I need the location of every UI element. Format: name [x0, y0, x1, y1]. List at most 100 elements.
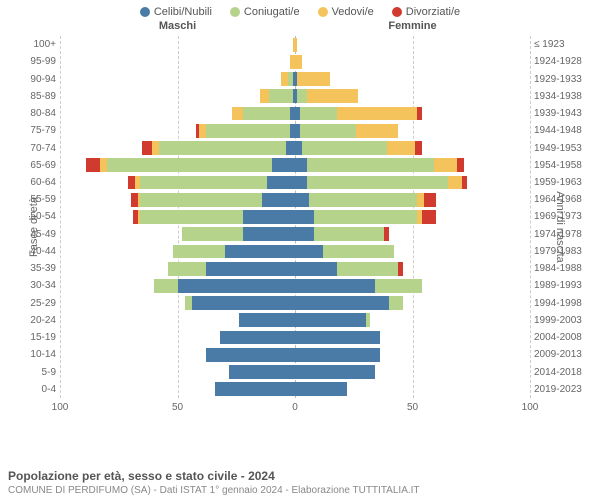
- female-half: [295, 53, 530, 70]
- bar-segment: [281, 72, 288, 86]
- bar-segment: [295, 262, 337, 276]
- bar-segment: [295, 193, 309, 207]
- male-stack: [60, 55, 295, 69]
- legend-item: Vedovi/e: [318, 6, 374, 18]
- bar-segment: [309, 193, 417, 207]
- male-stack: [60, 158, 295, 172]
- male-stack: [60, 313, 295, 327]
- birth-year-label: 1989-1993: [534, 280, 590, 291]
- bar-segment: [192, 296, 295, 310]
- bar-segment: [142, 141, 151, 155]
- male-half: [60, 157, 295, 174]
- bar-segment: [434, 158, 458, 172]
- bar-segment: [448, 176, 462, 190]
- male-half: [60, 277, 295, 294]
- bar-segment: [295, 331, 380, 345]
- birth-year-label: ≤ 1923: [534, 39, 590, 50]
- bar-segment: [206, 348, 295, 362]
- bar-segment: [457, 158, 464, 172]
- age-label: 10-14: [12, 349, 56, 360]
- age-label: 40-44: [12, 246, 56, 257]
- birth-year-label: 1969-1973: [534, 211, 590, 222]
- grid-line: [530, 36, 531, 398]
- bar-segment: [206, 262, 295, 276]
- age-row: 15-192004-2008: [60, 329, 530, 346]
- pyramid-rows: 100+≤ 192395-991924-192890-941929-193385…: [60, 36, 530, 398]
- birth-year-label: 2009-2013: [534, 349, 590, 360]
- male-stack: [60, 382, 295, 396]
- female-stack: [295, 296, 530, 310]
- age-label: 70-74: [12, 143, 56, 154]
- male-stack: [60, 245, 295, 259]
- age-label: 95-99: [12, 56, 56, 67]
- male-stack: [60, 365, 295, 379]
- bar-segment: [417, 193, 424, 207]
- legend-label: Divorziati/e: [406, 6, 460, 18]
- bar-segment: [295, 279, 375, 293]
- bar-segment: [307, 158, 434, 172]
- bar-segment: [140, 193, 262, 207]
- male-half: [60, 312, 295, 329]
- bar-segment: [215, 382, 295, 396]
- bar-segment: [243, 227, 295, 241]
- bar-segment: [415, 141, 422, 155]
- age-label: 90-94: [12, 74, 56, 85]
- x-tick-label: 0: [292, 402, 298, 413]
- male-half: [60, 70, 295, 87]
- female-stack: [295, 193, 530, 207]
- bar-segment: [295, 348, 380, 362]
- age-row: 80-841939-1943: [60, 105, 530, 122]
- bar-segment: [267, 176, 295, 190]
- bar-segment: [232, 107, 244, 121]
- female-stack: [295, 141, 530, 155]
- bar-segment: [199, 124, 206, 138]
- legend-swatch: [230, 7, 240, 17]
- bar-segment: [297, 72, 330, 86]
- age-row: 30-341989-1993: [60, 277, 530, 294]
- bar-segment: [86, 158, 100, 172]
- bar-segment: [128, 176, 135, 190]
- bar-segment: [262, 193, 295, 207]
- male-half: [60, 53, 295, 70]
- legend-label: Vedovi/e: [332, 6, 374, 18]
- female-half: [295, 363, 530, 380]
- female-half: [295, 70, 530, 87]
- female-half: [295, 36, 530, 53]
- male-stack: [60, 296, 295, 310]
- x-tick-label: 50: [407, 402, 418, 413]
- birth-year-label: 1999-2003: [534, 315, 590, 326]
- male-header: Maschi: [60, 20, 295, 32]
- birth-year-label: 2004-2008: [534, 332, 590, 343]
- female-stack: [295, 210, 530, 224]
- bar-segment: [384, 227, 389, 241]
- birth-year-label: 1929-1933: [534, 74, 590, 85]
- female-half: [295, 208, 530, 225]
- bar-segment: [206, 124, 291, 138]
- bar-segment: [159, 141, 286, 155]
- age-row: 95-991924-1928: [60, 53, 530, 70]
- age-label: 15-19: [12, 332, 56, 343]
- bar-segment: [239, 313, 295, 327]
- bar-segment: [168, 262, 206, 276]
- female-stack: [295, 331, 530, 345]
- bar-segment: [260, 89, 269, 103]
- bar-segment: [220, 331, 295, 345]
- age-label: 55-59: [12, 194, 56, 205]
- bar-segment: [337, 107, 417, 121]
- legend-swatch: [392, 7, 402, 17]
- legend-swatch: [318, 7, 328, 17]
- bar-segment: [182, 227, 243, 241]
- bar-segment: [295, 296, 389, 310]
- bar-segment: [323, 245, 394, 259]
- female-stack: [295, 38, 530, 52]
- male-half: [60, 363, 295, 380]
- bar-segment: [302, 141, 387, 155]
- bar-segment: [307, 89, 359, 103]
- age-label: 20-24: [12, 315, 56, 326]
- female-stack: [295, 158, 530, 172]
- age-row: 75-791944-1948: [60, 122, 530, 139]
- male-stack: [60, 227, 295, 241]
- age-row: 50-541969-1973: [60, 208, 530, 225]
- birth-year-label: 1979-1983: [534, 246, 590, 257]
- male-stack: [60, 89, 295, 103]
